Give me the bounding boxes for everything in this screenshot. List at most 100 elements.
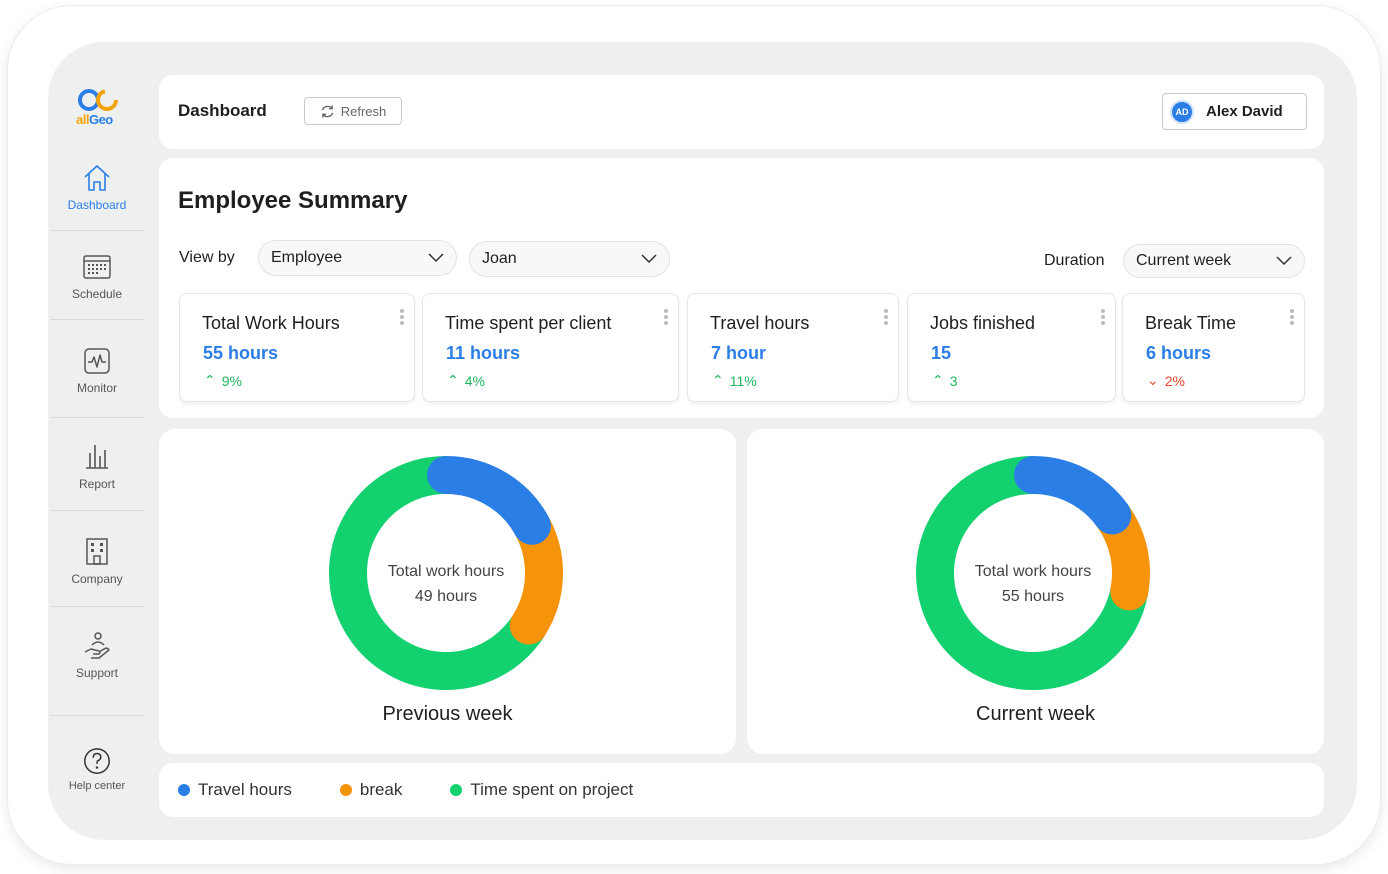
arrow-up-icon: ⌃	[712, 372, 724, 388]
user-name: Alex David	[1206, 103, 1283, 120]
more-options-icon[interactable]	[883, 308, 889, 326]
change-value: 3	[949, 372, 958, 389]
chart-panel-current-week: Total work hours 55 hours Current week	[747, 429, 1324, 754]
more-options-icon[interactable]	[663, 308, 669, 326]
select-value: Employee	[271, 249, 343, 266]
help-icon	[84, 748, 110, 774]
legend-dot	[450, 784, 463, 796]
divider	[50, 606, 144, 607]
card-title: Break Time	[1145, 313, 1237, 333]
donut-center-value: 55 hours	[1002, 588, 1064, 605]
divider	[50, 230, 144, 231]
select-value: Current week	[1136, 252, 1232, 269]
chart-legend: Travel hours break Time spent on project	[159, 763, 1324, 817]
view-by-label: View by	[179, 249, 235, 266]
duration-select[interactable]: Current week	[1123, 244, 1305, 278]
legend-item-travel: Travel hours	[178, 780, 292, 800]
sidebar-item-company[interactable]: Company	[50, 536, 144, 586]
more-options-icon[interactable]	[399, 308, 405, 326]
sidebar-item-label: Help center	[68, 780, 126, 792]
divider	[50, 715, 144, 716]
card-change: ⌃ 4%	[447, 372, 485, 389]
sidebar-item-label: Monitor	[76, 381, 117, 395]
logo-mark-icon	[78, 89, 118, 111]
sidebar-item-monitor[interactable]: Monitor	[50, 345, 144, 395]
legend-dot	[339, 784, 352, 796]
more-options-icon[interactable]	[1100, 308, 1106, 326]
refresh-label: Refresh	[340, 103, 387, 119]
card-title: Total Work Hours	[202, 313, 340, 333]
allgeo-logo[interactable]: allGeo	[70, 88, 126, 130]
sidebar-item-schedule[interactable]: Schedule	[50, 251, 144, 301]
donut-center-title: Total work hours	[388, 563, 505, 580]
sidebar-item-label: Report	[78, 477, 116, 491]
chart-label: Current week	[976, 703, 1095, 725]
stat-card-time-per-client[interactable]: Time spent per client 11 hours ⌃ 4%	[422, 293, 679, 402]
donut-chart: Total work hours 49 hours	[329, 456, 563, 690]
donut-segment-time-spent-on-project	[916, 456, 1148, 690]
stat-card-jobs-finished[interactable]: Jobs finished 15 ⌃ 3	[907, 293, 1116, 402]
support-icon	[84, 632, 110, 659]
refresh-button[interactable]: Refresh	[304, 97, 402, 125]
top-header: Dashboard Refresh AD Alex David	[159, 75, 1324, 149]
card-title: Jobs finished	[930, 313, 1036, 333]
refresh-icon	[321, 104, 334, 118]
change-value: 2%	[1164, 372, 1185, 389]
duration-label: Duration	[1044, 252, 1105, 269]
donut-segment-travel-hours	[427, 456, 551, 545]
chevron-down-icon	[1276, 256, 1292, 266]
card-change: ⌃ 9%	[204, 372, 242, 389]
chart-panel-previous-week: Total work hours 49 hours Previous week	[159, 429, 736, 754]
app-screen: allGeo Dashboard Schedule Monitor Report	[48, 42, 1357, 840]
stat-card-total-work-hours[interactable]: Total Work Hours 55 hours ⌃ 9%	[179, 293, 415, 402]
calendar-icon	[83, 255, 111, 279]
stat-card-break-time[interactable]: Break Time 6 hours ⌄ 2%	[1122, 293, 1305, 402]
chevron-down-icon	[428, 253, 444, 263]
arrow-up-icon: ⌃	[932, 372, 944, 388]
change-value: 9%	[221, 372, 242, 389]
page-title: Dashboard	[178, 101, 267, 120]
user-menu-button[interactable]: AD Alex David	[1162, 93, 1307, 130]
card-value: 15	[931, 343, 952, 363]
section-title: Employee Summary	[178, 187, 408, 214]
card-value: 55 hours	[203, 343, 279, 363]
legend-item-project: Time spent on project	[450, 780, 633, 800]
donut-chart: Total work hours 55 hours	[916, 456, 1150, 690]
employee-select[interactable]: Joan	[469, 241, 670, 277]
donut-center-value: 49 hours	[415, 588, 477, 605]
sidebar-item-label: Schedule	[71, 287, 123, 301]
card-title: Travel hours	[710, 313, 810, 333]
sidebar-item-report[interactable]: Report	[50, 441, 144, 491]
building-icon	[86, 538, 108, 565]
chart-label: Previous week	[382, 703, 513, 725]
change-value: 4%	[464, 372, 485, 389]
sidebar-item-dashboard[interactable]: Dashboard	[50, 162, 144, 212]
divider	[50, 510, 144, 511]
change-value: 11%	[729, 372, 757, 389]
view-by-select[interactable]: Employee	[258, 240, 457, 276]
more-options-icon[interactable]	[1289, 308, 1295, 326]
sidebar-item-support[interactable]: Support	[50, 630, 144, 680]
divider	[50, 319, 144, 320]
card-change: ⌄ 2%	[1147, 372, 1185, 389]
donut-segment-travel-hours	[1014, 456, 1132, 535]
legend-item-break: break	[339, 780, 403, 800]
card-title: Time spent per client	[445, 313, 612, 333]
legend-label: break	[359, 780, 403, 799]
donut-segment-time-spent-on-project	[329, 456, 545, 690]
select-value: Joan	[482, 250, 517, 267]
divider	[50, 417, 144, 418]
sidebar-item-label: Support	[75, 666, 119, 680]
arrow-up-icon: ⌃	[204, 372, 216, 388]
sidebar-item-help-center[interactable]: Help center	[50, 746, 144, 792]
sidebar-item-label: Company	[71, 572, 123, 586]
card-value: 6 hours	[1146, 343, 1212, 363]
stat-card-travel-hours[interactable]: Travel hours 7 hour ⌃ 11%	[687, 293, 899, 402]
legend-dot	[178, 784, 190, 796]
monitor-icon	[84, 348, 110, 374]
card-value: 11 hours	[446, 343, 521, 363]
home-icon	[84, 165, 110, 191]
avatar: AD	[1170, 99, 1194, 124]
chevron-down-icon	[641, 254, 657, 264]
arrow-up-icon: ⌃	[447, 372, 459, 388]
